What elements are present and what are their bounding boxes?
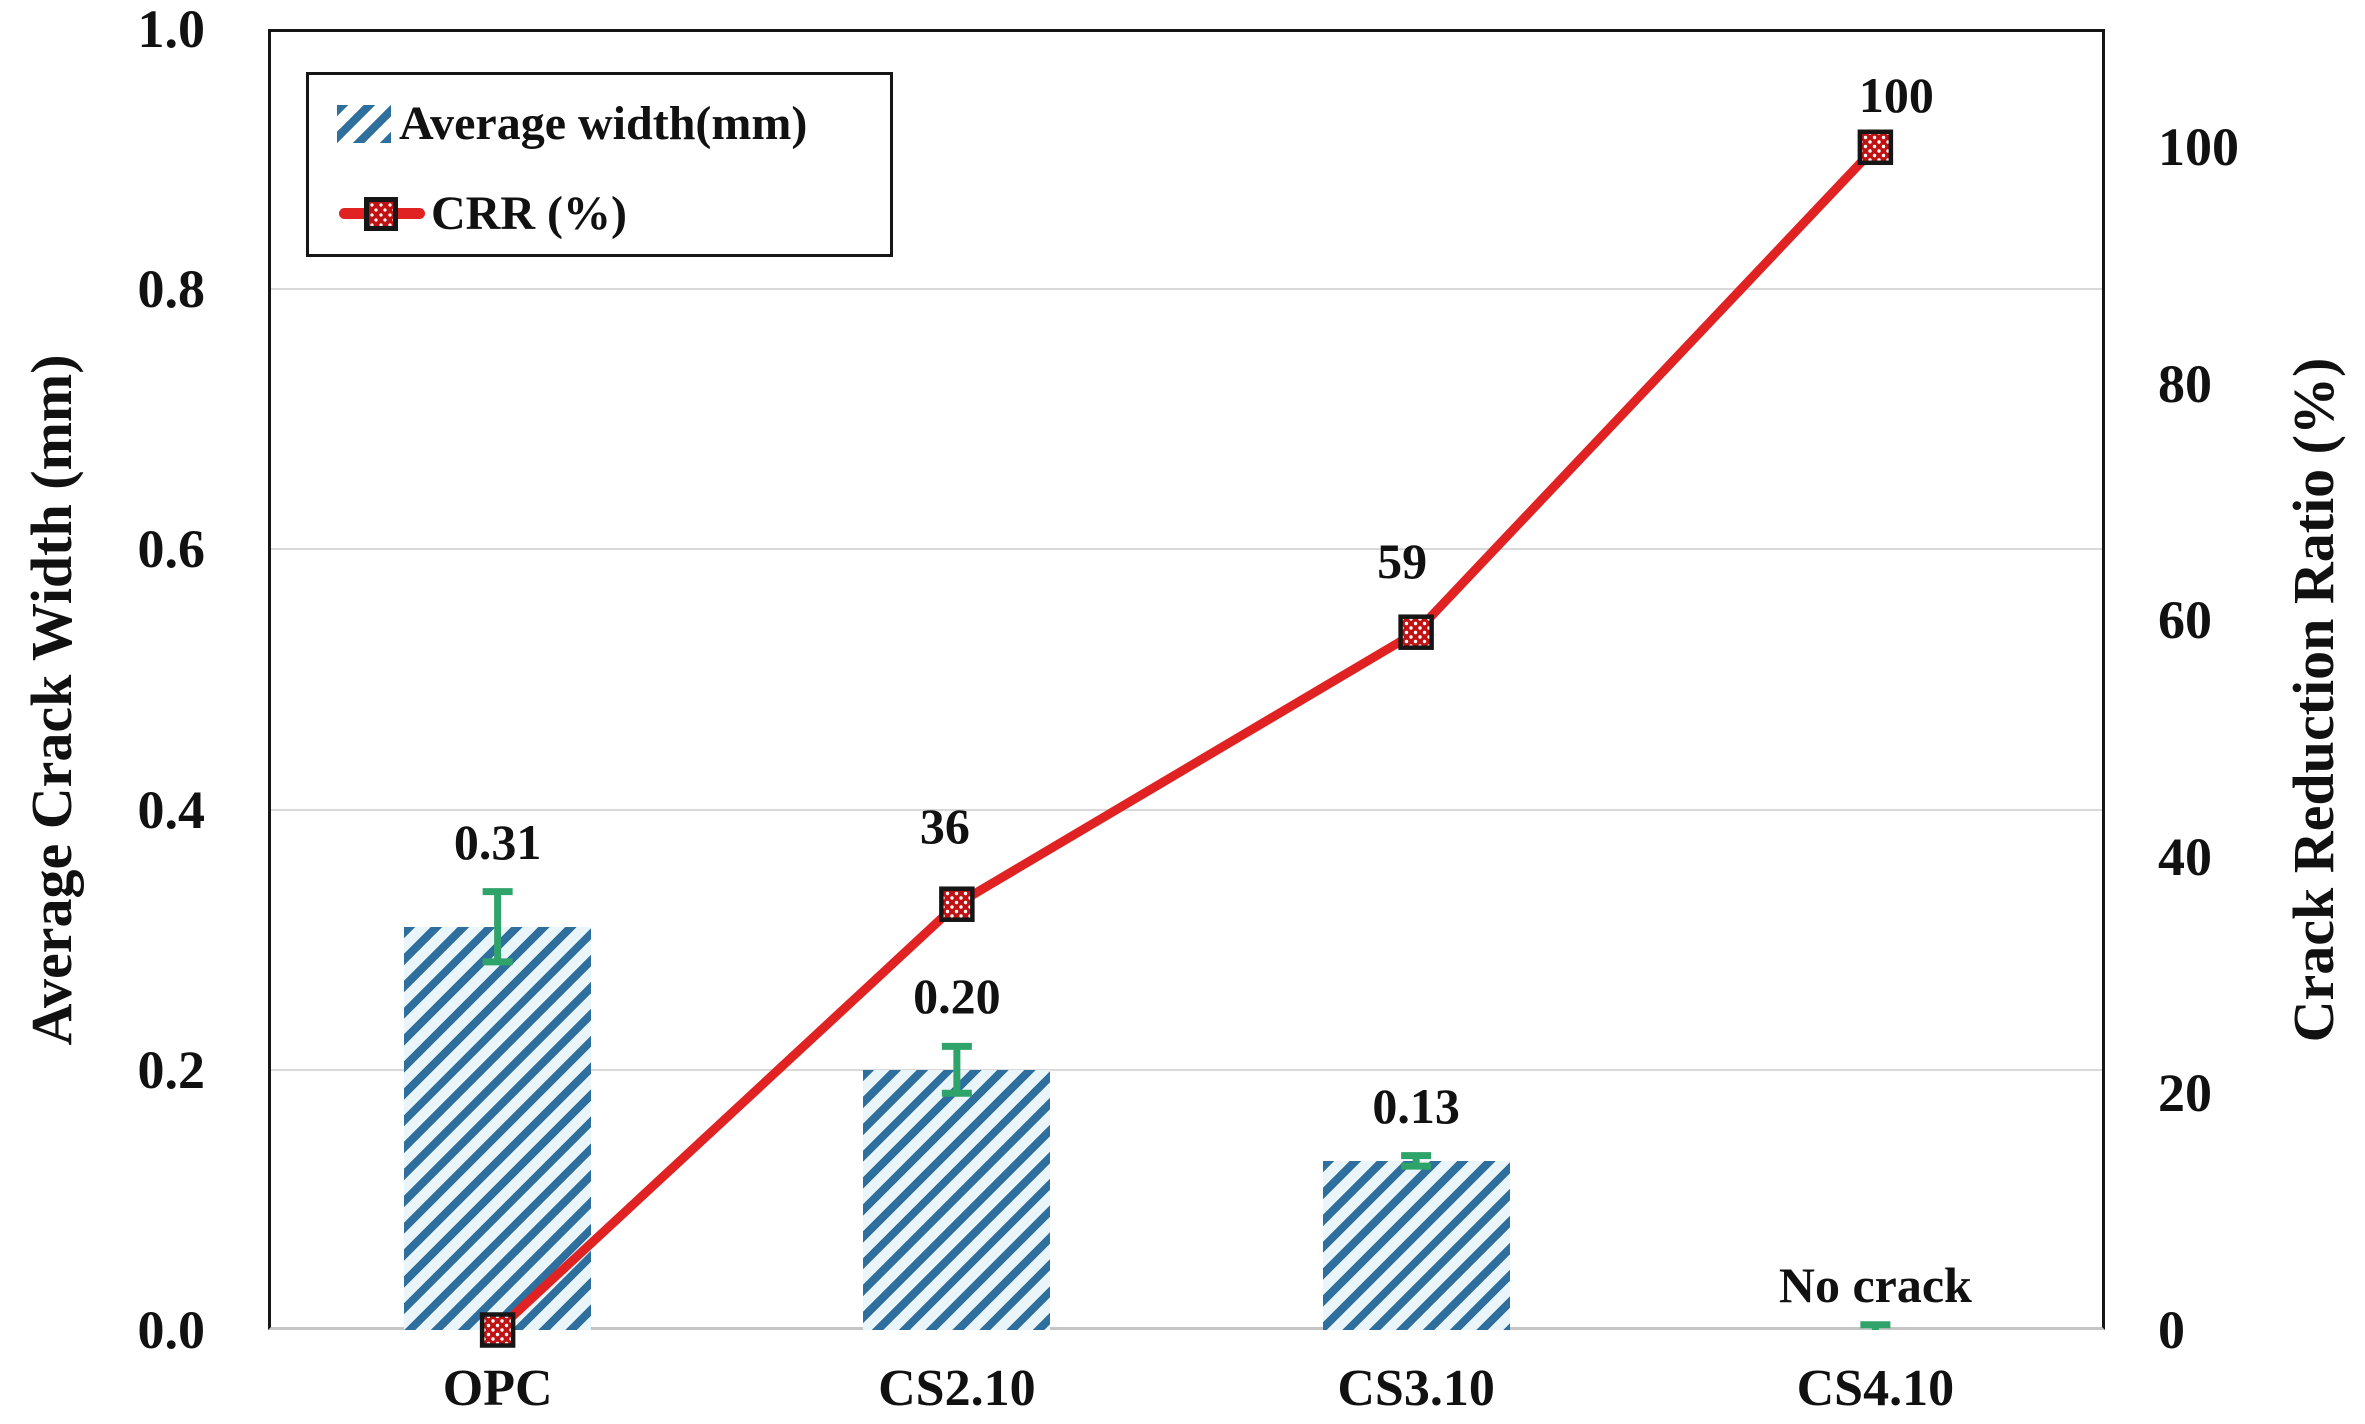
legend: Average width(mm) CRR (%) [306,72,893,257]
legend-square-marker-icon [364,197,398,231]
legend-entry-crr: CRR (%) [431,187,627,240]
bar-cs3.10 [1322,1160,1510,1330]
x-axis-label: CS4.10 [1796,1360,1955,1417]
right-axis-tick: 0 [2158,1300,2185,1360]
bar-opc [404,926,592,1330]
left-axis-tick: 0.0 [137,1300,206,1360]
right-axis-tick: 60 [2158,590,2212,651]
left-axis-tick: 0.4 [137,779,206,840]
legend-entry-average-width: Average width(mm) [399,97,808,150]
right-axis-tick: 40 [2158,826,2212,887]
x-axis-label: OPC [442,1360,553,1417]
left-axis-tick: 0.2 [137,1039,206,1100]
x-axis-label: CS3.10 [1337,1360,1495,1417]
x-axis-label: CS2.10 [878,1360,1036,1417]
left-axis-tick: 1.0 [137,0,206,59]
bar-cs2.10 [863,1069,1051,1330]
left-axis-title: Average Crack Width (mm) [19,354,84,1046]
legend-hatch-swatch [337,105,391,143]
right-axis-tick: 80 [2158,353,2212,414]
right-axis-title: Crack Reduction Ratio (%) [2281,357,2346,1043]
left-axis-tick: 0.8 [137,259,206,320]
right-axis-tick: 20 [2158,1063,2212,1124]
left-axis-tick: 0.6 [137,519,206,580]
right-axis-tick: 100 [2158,117,2239,178]
